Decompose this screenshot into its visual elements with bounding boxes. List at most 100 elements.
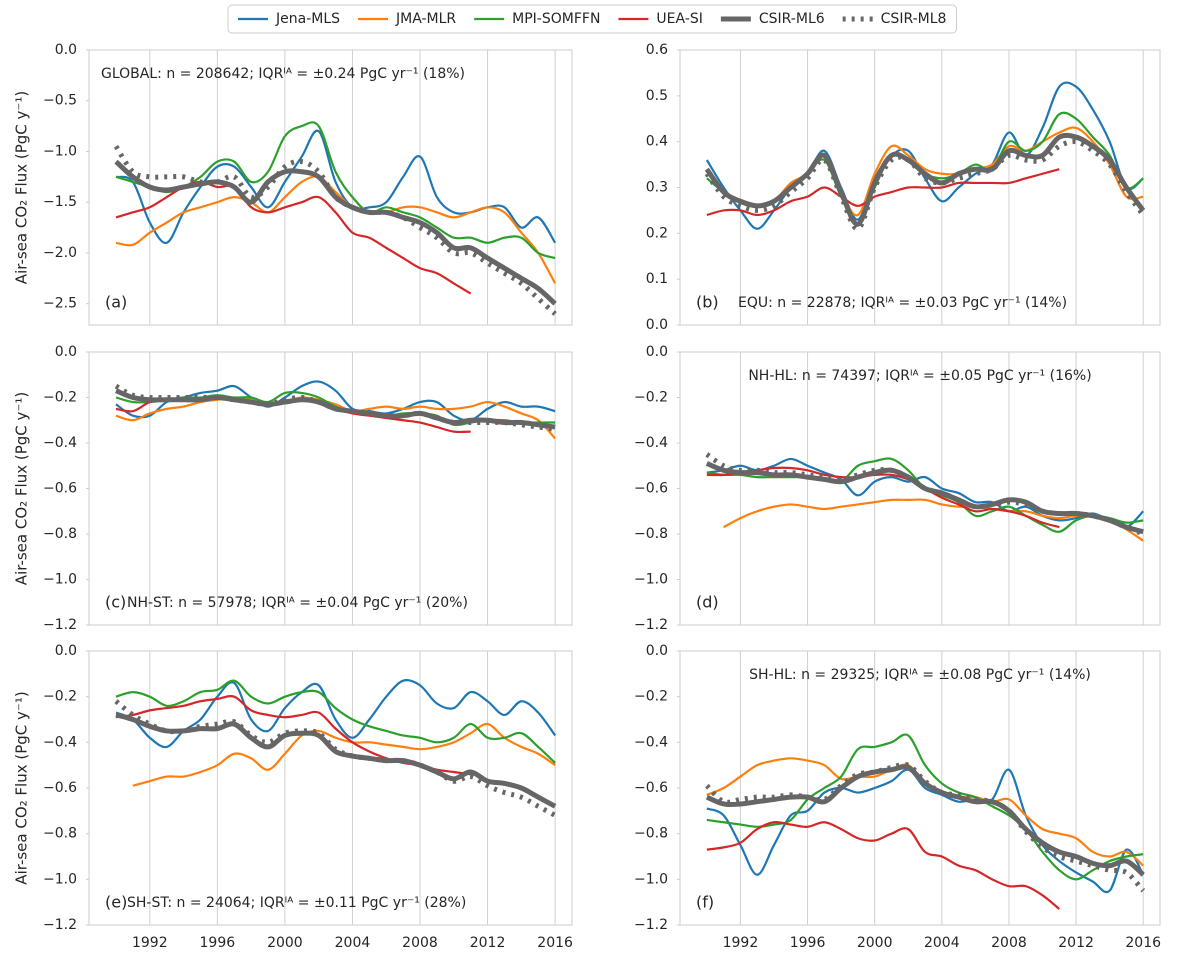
series-line bbox=[115, 396, 556, 440]
legend-label: Jena-MLS bbox=[275, 11, 340, 27]
panel: 0.0 0.1 0.2 0.3 0.4 0.5 0.6 (b) EQU: n = 22878; … bbox=[646, 42, 1161, 333]
y-tick-label: 0.4 bbox=[646, 134, 668, 150]
series-line bbox=[115, 175, 557, 284]
annotation: NH-HL: n = 74397; IQRᴵᴬ = ±0.05 PgC yr⁻¹… bbox=[748, 368, 1091, 384]
series-line bbox=[114, 383, 556, 432]
series-line bbox=[706, 733, 1144, 881]
plot-area bbox=[88, 351, 573, 626]
y-tick-label: −0.2 bbox=[634, 689, 668, 705]
x-tick-label: 2012 bbox=[1058, 935, 1094, 951]
x-tick-label: 2012 bbox=[470, 935, 506, 951]
y-tick-label: −0.8 bbox=[634, 526, 668, 542]
series-line bbox=[705, 452, 1145, 537]
x-tick-label: 1996 bbox=[200, 935, 236, 951]
plot-area bbox=[679, 650, 1161, 926]
legend-label: JMA-MLR bbox=[395, 11, 456, 27]
panel-label: (c) bbox=[105, 593, 126, 612]
y-tick-label: 0.0 bbox=[646, 317, 668, 333]
series-line bbox=[706, 820, 1060, 910]
y-tick-label: 0.0 bbox=[55, 42, 77, 58]
panel-label: (a) bbox=[105, 293, 127, 312]
series-line bbox=[705, 81, 1144, 230]
y-tick-label: 0.3 bbox=[646, 180, 668, 196]
series-line bbox=[706, 168, 1060, 217]
panel-label: (f) bbox=[696, 893, 714, 912]
y-tick-label: −0.6 bbox=[43, 481, 77, 497]
x-tick-label: 2004 bbox=[335, 935, 371, 951]
legend-label: UEA-SI bbox=[656, 11, 702, 27]
y-tick-label: −0.5 bbox=[43, 93, 77, 109]
series-line bbox=[115, 180, 472, 295]
y-tick-label: −1.2 bbox=[634, 917, 668, 933]
series-line bbox=[706, 457, 1145, 529]
series-line bbox=[706, 768, 1145, 894]
panel: 1992 1996 2000 2004 2008 2012 2016 0.0 −0.2 −0.4 −… bbox=[634, 643, 1161, 951]
annotation: SH-ST: n = 24064; IQRᴵᴬ = ±0.11 PgC yr⁻¹… bbox=[127, 895, 466, 911]
y-tick-label: −1.0 bbox=[634, 871, 668, 887]
y-tick-label: −0.4 bbox=[634, 734, 668, 750]
annotation: GLOBAL: n = 208642; IQRᴵᴬ = ±0.24 PgC yr… bbox=[101, 66, 465, 82]
y-tick-label: −0.4 bbox=[43, 734, 77, 750]
x-tick-label: 2016 bbox=[537, 935, 573, 951]
panel-label: (b) bbox=[696, 293, 719, 312]
series-line bbox=[113, 145, 557, 316]
panel: 0.0 −0.2 −0.4 −0.6 −0.8 −1.0 −1.2 Air-sea CO₂ F… bbox=[13, 344, 573, 633]
series-line bbox=[132, 722, 556, 787]
y-tick-label: −0.6 bbox=[43, 780, 77, 796]
series-line bbox=[115, 679, 556, 764]
y-axis-label: Air-sea CO₂ Flux (PgC y⁻¹) bbox=[13, 392, 31, 585]
y-tick-label: 0.0 bbox=[646, 344, 668, 360]
series-line bbox=[114, 159, 557, 306]
x-tick-label: 2000 bbox=[267, 935, 303, 951]
series-line bbox=[706, 466, 1060, 529]
y-tick-label: −0.4 bbox=[634, 435, 668, 451]
y-tick-label: −1.2 bbox=[43, 617, 77, 633]
x-tick-label: 2004 bbox=[924, 935, 960, 951]
y-tick-label: −2.5 bbox=[43, 296, 77, 312]
legend-label: CSIR-ML6 bbox=[759, 11, 825, 27]
y-tick-label: 0.5 bbox=[646, 88, 668, 104]
y-tick-label: −0.6 bbox=[634, 780, 668, 796]
y-tick-label: −1.0 bbox=[43, 143, 77, 159]
x-tick-label: 1996 bbox=[790, 935, 826, 951]
y-tick-label: 0.0 bbox=[55, 643, 77, 659]
y-tick-label: −0.2 bbox=[43, 689, 77, 705]
y-tick-label: −0.2 bbox=[634, 390, 668, 406]
y-tick-label: −1.0 bbox=[634, 572, 668, 588]
y-tick-label: −0.2 bbox=[43, 390, 77, 406]
y-tick-label: −2.0 bbox=[43, 245, 77, 261]
y-axis-label: Air-sea CO₂ Flux (PgC y⁻¹) bbox=[13, 91, 31, 284]
legend-label: CSIR-ML8 bbox=[881, 11, 947, 27]
plot-area bbox=[679, 351, 1161, 626]
panel-label: (d) bbox=[696, 593, 719, 612]
y-tick-label: −1.0 bbox=[43, 572, 77, 588]
y-tick-label: −1.5 bbox=[43, 194, 77, 210]
x-tick-label: 2008 bbox=[402, 935, 438, 951]
plot-area bbox=[88, 650, 573, 926]
legend-box bbox=[227, 4, 957, 34]
y-tick-label: 0.0 bbox=[646, 643, 668, 659]
y-tick-label: −0.8 bbox=[43, 826, 77, 842]
panel: 1992 1996 2000 2004 2008 2012 2016 0.0 −0.2 −0.4 −… bbox=[13, 643, 574, 951]
y-tick-label: 0.2 bbox=[646, 225, 668, 241]
panel: 0.0 −0.2 −0.4 −0.6 −0.8 −1.0 −1.2 (d) NH-HL: n =… bbox=[634, 344, 1161, 633]
y-tick-label: −1.0 bbox=[43, 871, 77, 887]
series-line bbox=[705, 761, 1146, 893]
series-line bbox=[114, 699, 557, 818]
y-tick-label: 0.6 bbox=[646, 42, 668, 58]
series-line bbox=[704, 132, 1146, 227]
x-tick-label: 1992 bbox=[132, 935, 168, 951]
y-axis-label: Air-sea CO₂ Flux (PgC y⁻¹) bbox=[13, 691, 31, 884]
y-tick-label: 0.1 bbox=[646, 271, 668, 287]
y-tick-label: −1.2 bbox=[43, 917, 77, 933]
annotation: NH-ST: n = 57978; IQRᴵᴬ = ±0.04 PgC yr⁻¹… bbox=[127, 595, 468, 611]
y-tick-label: −0.8 bbox=[43, 526, 77, 542]
x-tick-label: 2000 bbox=[857, 935, 893, 951]
y-tick-label: −0.6 bbox=[634, 481, 668, 497]
annotation: SH-HL: n = 29325; IQRᴵᴬ = ±0.08 PgC yr⁻¹… bbox=[749, 667, 1091, 683]
y-tick-label: 0.0 bbox=[55, 344, 77, 360]
x-tick-label: 1992 bbox=[723, 935, 759, 951]
panel: 0.0 −0.5 −1.0 −1.5 −2.0 −2.5 Air-sea CO₂ Flux … bbox=[13, 42, 573, 326]
